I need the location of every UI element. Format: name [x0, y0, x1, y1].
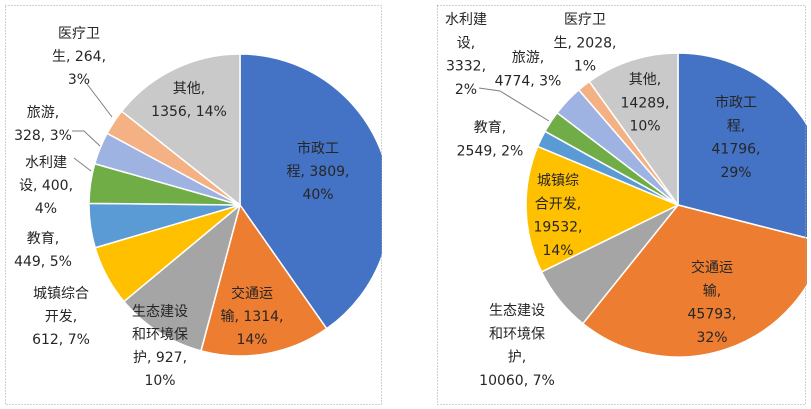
pie-slice — [588, 52, 679, 206]
pie-chart-right: 市政工程, 41796, 29% 交通运输, 45793, 32% 生态建设和环境保护, 10… — [437, 5, 807, 405]
data-label: 医疗卫生, 2028, 1% — [554, 12, 617, 75]
pie-slice — [582, 204, 807, 358]
pie-slice — [677, 52, 807, 239]
data-label: 教育, 449, 5% — [14, 231, 72, 270]
data-label: 其他, 14289, 10% — [621, 72, 670, 135]
data-label: 教育, 2549, 2% — [457, 120, 524, 159]
leader-lines — [478, 87, 550, 122]
pie-slice — [239, 53, 382, 330]
pie-slice — [525, 145, 679, 273]
data-labels: 市政工程, 41796, 29% 交通运输, 45793, 32% 生态建设和环境保护, 10… — [445, 12, 761, 389]
pie-chart-panel-left: 市政工程, 3809, 40% 交通运输, 1314, 14% 生态建设和环境保护, 9… — [5, 5, 382, 405]
data-label: 旅游, 4774, 3% — [495, 50, 562, 89]
data-label: 市政工程, 3809, 40% — [287, 140, 350, 203]
data-label: 生态建设和环境保护, 10060, 7% — [479, 303, 555, 389]
leader-lines — [72, 83, 113, 172]
pie-chart-panel-right: 市政工程, 41796, 29% 交通运输, 45793, 32% 生态建设和环境保护, 10… — [437, 5, 807, 405]
leader-line — [73, 157, 92, 172]
pie-chart-left: 市政工程, 3809, 40% 交通运输, 1314, 14% 生态建设和环境保护, 9… — [5, 5, 382, 405]
data-label: 城镇综合开发, 19532, 14% — [534, 173, 583, 259]
data-label: 交通运输, 1314, 14% — [221, 285, 284, 348]
data-label: 医疗卫生, 264, 3% — [52, 26, 106, 88]
data-label: 水利建设, 3332, 2% — [445, 12, 487, 98]
chart-border — [437, 5, 806, 405]
data-label: 市政工程, 41796, 29% — [712, 94, 761, 181]
pie-slice — [123, 204, 241, 352]
data-label: 生态建设和环境保护, 927, 10% — [132, 304, 188, 389]
leader-line — [478, 87, 550, 122]
pie-slices — [88, 53, 382, 357]
data-label: 其他, 1356, 14% — [151, 81, 227, 120]
pie-slice — [200, 204, 328, 357]
pie-slice — [120, 53, 241, 206]
data-label: 旅游, 328, 3% — [14, 105, 72, 144]
pie-slices — [525, 52, 807, 358]
data-label: 水利建设, 400, 4% — [19, 155, 73, 217]
chart-border — [5, 5, 382, 405]
data-labels: 市政工程, 3809, 40% 交通运输, 1314, 14% 生态建设和环境保护, 9… — [14, 26, 349, 389]
leader-line — [86, 83, 113, 118]
leader-line — [72, 130, 101, 147]
data-label: 交通运输, 45793, 32% — [688, 259, 737, 346]
data-label: 城镇综合开发, 612, 7% — [32, 286, 90, 348]
